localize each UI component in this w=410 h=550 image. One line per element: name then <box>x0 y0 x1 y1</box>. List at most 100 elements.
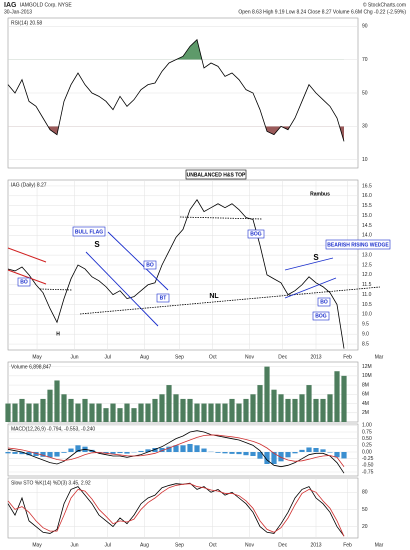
y-tick-label: 12M <box>362 364 372 370</box>
bar <box>68 448 74 452</box>
bar <box>5 403 11 422</box>
bar <box>250 452 256 456</box>
annotation: Rambus <box>310 191 330 197</box>
x-tick-label: 2013 <box>310 542 321 548</box>
bar <box>187 444 193 452</box>
bar <box>124 452 130 454</box>
y-tick-label: 10.5 <box>362 302 372 308</box>
bar <box>243 398 249 422</box>
bar <box>5 452 11 454</box>
symbol: IAG <box>4 2 17 9</box>
bar <box>124 403 130 422</box>
bar <box>117 452 123 454</box>
line <box>7 483 345 537</box>
x-tick-label: Dec <box>278 354 287 360</box>
y-tick-label: 0.75 <box>362 429 372 435</box>
bar <box>82 398 88 422</box>
y-tick-label: 9.0 <box>362 332 369 338</box>
annotation: BT <box>160 295 167 301</box>
bar <box>180 398 186 422</box>
x-tick-label: Jul <box>105 542 111 548</box>
bar <box>292 452 298 454</box>
y-tick-label: 10.0 <box>362 312 372 318</box>
line <box>7 482 345 537</box>
date: 30-Jan-2013 <box>4 9 32 15</box>
panel-label: Volume 6,898,847 <box>11 364 52 370</box>
bar <box>264 366 270 422</box>
annotation: BEARISH RISING WEDGE <box>327 242 389 248</box>
bar <box>103 452 109 454</box>
bar <box>131 408 137 422</box>
bar <box>75 403 81 422</box>
bar <box>271 452 277 464</box>
bar <box>208 403 214 422</box>
y-tick-label: 12.0 <box>362 272 372 278</box>
bar <box>306 385 312 422</box>
bar <box>229 398 235 422</box>
line <box>7 38 345 142</box>
bar <box>166 385 172 422</box>
y-tick-label: -0.50 <box>362 463 374 469</box>
y-tick-label: 90 <box>362 24 368 30</box>
bar <box>47 452 53 458</box>
bar <box>222 403 228 422</box>
y-tick-label: 0.25 <box>362 443 372 449</box>
y-tick-label: 2M <box>362 410 369 416</box>
credit: © StockCharts.com <box>363 1 406 8</box>
y-tick-label: 8.5 <box>362 341 369 347</box>
bar <box>159 394 165 422</box>
annotation: S <box>313 253 319 262</box>
bar <box>243 452 249 456</box>
bar <box>341 375 347 422</box>
bar <box>180 445 186 452</box>
bar <box>229 452 235 454</box>
bar <box>12 452 18 454</box>
x-tick-label: Nov <box>245 542 254 548</box>
bar <box>313 448 319 452</box>
x-tick-label: Mar <box>375 542 384 548</box>
annotation: BOG <box>250 231 262 237</box>
bar <box>26 452 32 456</box>
y-tick-label: 14.0 <box>362 233 372 239</box>
y-tick-label: 11.0 <box>362 292 372 298</box>
quote: Open 8.63 High 9.19 Low 8.24 Close 8.27 … <box>238 9 406 15</box>
bar <box>89 403 95 422</box>
bar <box>257 385 263 422</box>
bar <box>320 398 326 422</box>
annotation: UNBALANCED H&S TOP <box>187 172 246 178</box>
y-tick-label: -0.75 <box>362 469 374 475</box>
panel-label: RSI(14) 20.58 <box>11 20 42 26</box>
x-tick-label: Sep <box>175 354 184 360</box>
line <box>7 434 345 467</box>
y-tick-label: 1.00 <box>362 423 372 429</box>
bar <box>110 452 116 454</box>
annotations: UNBALANCED H&S TOP Rambus BULL FLAG BEAR… <box>17 169 391 337</box>
x-tick-label: Jul <box>105 354 111 360</box>
bar <box>138 403 144 422</box>
bar <box>194 403 200 422</box>
y-tick-label: 10M <box>362 373 372 379</box>
y-tick-label: -0.25 <box>362 456 374 462</box>
bar <box>61 452 67 453</box>
company: IAMGOLD Corp. NYSE <box>20 2 72 8</box>
bar <box>68 398 74 422</box>
bar <box>236 403 242 422</box>
y-tick-label: 70 <box>362 57 368 63</box>
y-tick-label: 16.0 <box>362 193 372 199</box>
bar <box>278 452 284 462</box>
bar <box>152 398 158 422</box>
x-tick-label: Feb <box>343 354 352 360</box>
line <box>7 199 345 349</box>
line <box>7 430 345 474</box>
bar <box>250 394 256 422</box>
x-tick-label: Aug <box>140 542 149 548</box>
bar <box>313 398 319 422</box>
x-tick-label: Aug <box>140 354 149 360</box>
bar <box>75 445 81 452</box>
bar <box>12 403 18 422</box>
bar <box>215 403 221 422</box>
bar <box>334 452 340 458</box>
bar <box>54 452 60 457</box>
y-tick-label: 11.5 <box>362 282 372 288</box>
